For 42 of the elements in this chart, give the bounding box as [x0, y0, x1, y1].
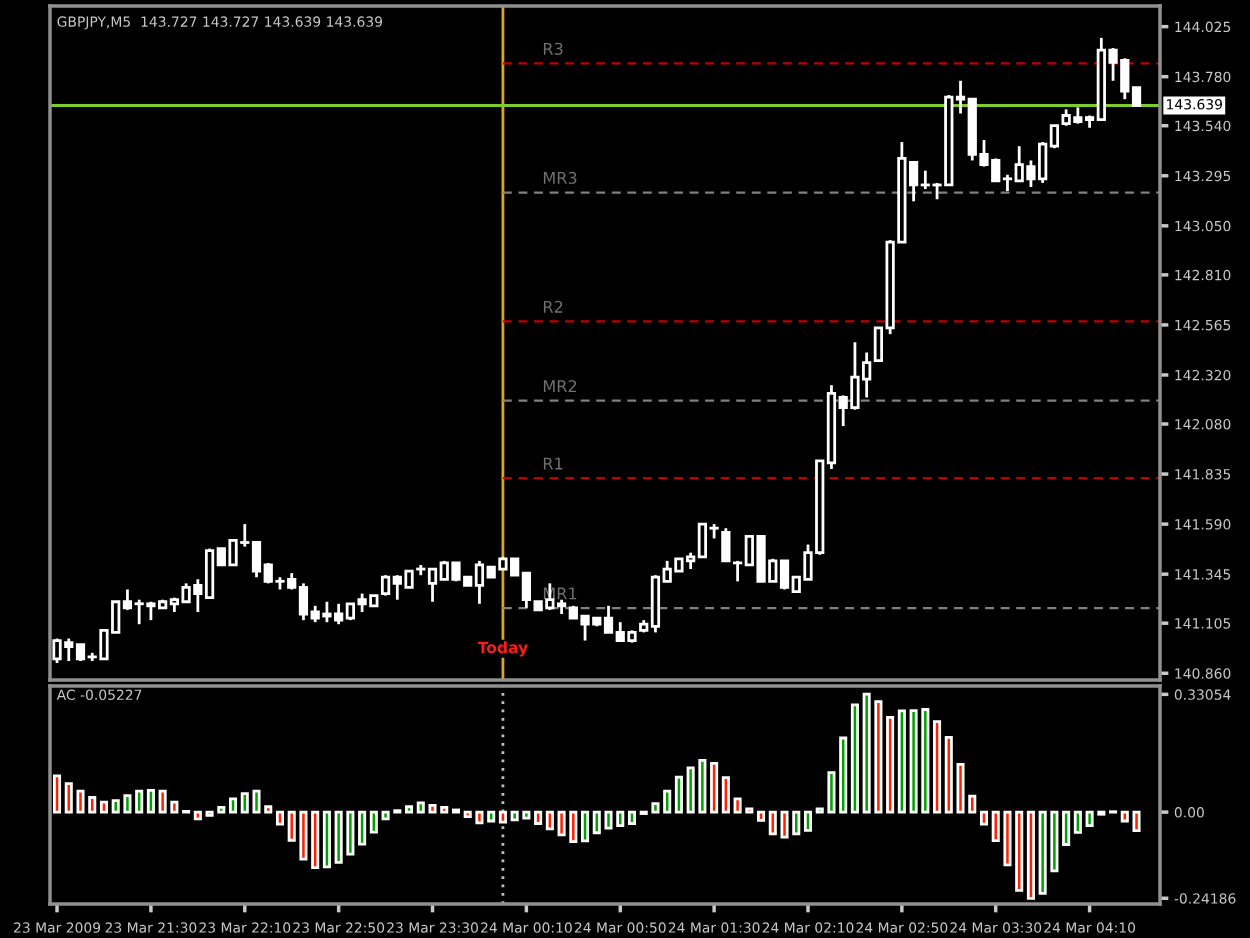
bar	[839, 736, 848, 814]
bar	[487, 810, 496, 823]
bar	[545, 810, 554, 831]
bar	[933, 720, 942, 814]
bar	[498, 810, 507, 824]
bar	[275, 810, 285, 826]
bar	[1026, 810, 1035, 900]
bar	[405, 805, 414, 814]
bar	[322, 810, 331, 869]
bar	[627, 810, 637, 825]
ref-line-label: MR2	[543, 380, 577, 392]
bar	[1073, 810, 1082, 834]
ref-line-label: R3	[543, 42, 563, 55]
bar	[1120, 810, 1129, 823]
bar	[803, 810, 813, 832]
bar	[886, 715, 895, 814]
bar	[369, 810, 378, 834]
ref-line-label: R2	[543, 300, 563, 313]
bar	[135, 789, 144, 814]
bar	[710, 761, 719, 814]
bar	[1062, 810, 1071, 846]
candlestick	[721, 526, 731, 563]
bar	[757, 810, 766, 822]
bar	[229, 797, 238, 814]
bar	[358, 810, 367, 846]
bar	[311, 810, 320, 870]
bar	[53, 774, 62, 814]
bar	[721, 776, 730, 814]
ref-line-label: MR3	[543, 171, 577, 185]
bar	[193, 810, 202, 821]
ref-line-label: R1	[543, 457, 563, 470]
bar	[979, 810, 989, 826]
bar	[581, 810, 590, 843]
bar	[663, 789, 672, 814]
bar	[1015, 810, 1024, 892]
bar	[146, 788, 155, 814]
bar	[897, 709, 906, 814]
bar	[1132, 810, 1141, 833]
bar	[674, 775, 683, 814]
bar	[534, 810, 543, 825]
bar	[99, 800, 108, 814]
bar	[850, 703, 859, 814]
